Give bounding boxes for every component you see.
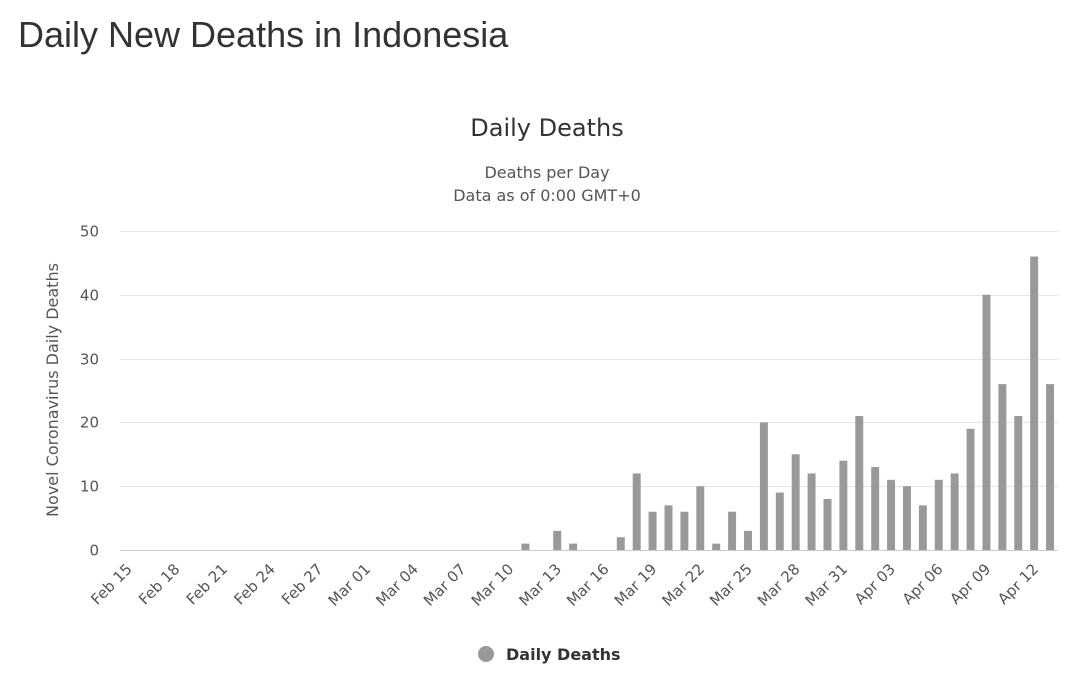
x-tick-label: Mar 10: [468, 560, 518, 610]
x-tick-label: Apr 06: [899, 560, 947, 608]
bar[interactable]: [664, 505, 673, 550]
y-tick-label: 10: [80, 478, 99, 496]
x-tick-label: Mar 31: [802, 560, 852, 610]
bar[interactable]: [918, 505, 927, 550]
page-title: Daily New Deaths in Indonesia: [18, 14, 509, 55]
bar[interactable]: [871, 467, 880, 550]
x-tick-label: Feb 24: [230, 560, 278, 608]
chart-subtitle-line-2: Data as of 0:00 GMT+0: [453, 186, 641, 205]
bar[interactable]: [855, 416, 864, 550]
legend[interactable]: Daily Deaths: [478, 645, 621, 664]
bar[interactable]: [696, 486, 705, 550]
bar[interactable]: [982, 294, 991, 550]
bar[interactable]: [553, 530, 562, 550]
grid-lines: [120, 231, 1058, 551]
bar[interactable]: [1014, 416, 1023, 550]
bar[interactable]: [648, 511, 657, 550]
y-tick-label: 40: [80, 287, 99, 305]
x-tick-label: Feb 15: [87, 560, 135, 608]
y-tick-label: 50: [80, 223, 99, 241]
bar[interactable]: [1046, 384, 1055, 550]
bar[interactable]: [902, 486, 911, 550]
bar[interactable]: [759, 422, 768, 550]
legend-label[interactable]: Daily Deaths: [506, 645, 621, 664]
bar[interactable]: [680, 511, 689, 550]
bar[interactable]: [934, 479, 943, 550]
y-tick-label: 30: [80, 351, 99, 369]
bar[interactable]: [998, 384, 1007, 550]
bar[interactable]: [791, 454, 800, 550]
bar[interactable]: [712, 543, 721, 550]
bar[interactable]: [728, 511, 737, 550]
x-tick-label: Feb 18: [135, 560, 183, 608]
y-tick-label: 20: [80, 414, 99, 432]
x-tick-label: Mar 22: [659, 560, 709, 610]
x-tick-label: Feb 21: [183, 560, 231, 608]
x-tick-label: Mar 25: [706, 560, 756, 610]
y-tick-label: 0: [89, 542, 99, 560]
bar[interactable]: [839, 460, 848, 550]
bar[interactable]: [521, 543, 530, 550]
bar[interactable]: [887, 479, 896, 550]
legend-symbol[interactable]: [478, 646, 494, 662]
x-tick-label: Mar 07: [420, 560, 470, 610]
x-tick-label: Mar 16: [563, 560, 613, 610]
y-tick-labels: 0 10 20 30 40 50: [80, 223, 99, 560]
chart-title: Daily Deaths: [470, 114, 623, 142]
bar[interactable]: [823, 498, 832, 550]
x-tick-label: Mar 19: [611, 560, 661, 610]
bar[interactable]: [632, 473, 641, 550]
x-tick-label: Apr 12: [994, 560, 1042, 608]
bar[interactable]: [616, 537, 625, 550]
bar[interactable]: [807, 473, 816, 550]
y-axis-label: Novel Coronavirus Daily Deaths: [43, 263, 62, 517]
bar[interactable]: [775, 492, 784, 550]
bar[interactable]: [1030, 256, 1039, 550]
x-tick-label: Mar 13: [515, 560, 565, 610]
bars: [521, 256, 1055, 550]
x-tick-label: Apr 09: [946, 560, 994, 608]
x-tick-label: Apr 03: [851, 560, 899, 608]
x-tick-label: Mar 28: [754, 560, 804, 610]
bar[interactable]: [569, 543, 578, 550]
x-tick-label: Feb 27: [278, 560, 326, 608]
x-tick-label: Mar 01: [325, 560, 375, 610]
bar[interactable]: [744, 530, 752, 550]
chart-subtitle-line-1: Deaths per Day: [484, 163, 609, 182]
x-tick-label: Mar 04: [372, 560, 422, 610]
bar[interactable]: [966, 428, 975, 550]
bar[interactable]: [950, 473, 959, 550]
